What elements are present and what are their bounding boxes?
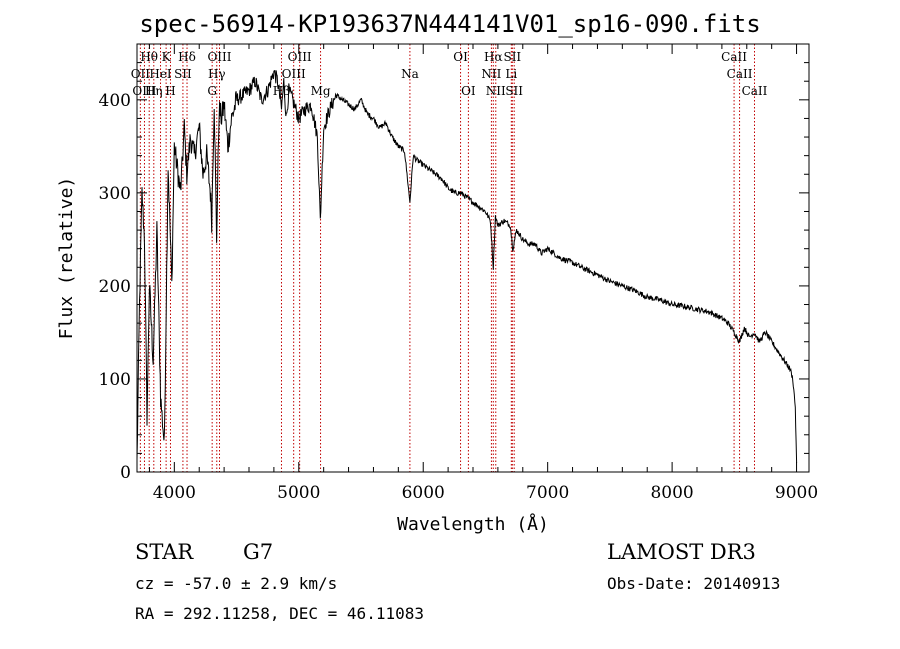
x-tick-label: 4000 bbox=[153, 483, 196, 503]
x-tick-label: 9000 bbox=[775, 483, 818, 503]
line-label: SII bbox=[505, 84, 523, 98]
line-label: SII bbox=[174, 67, 192, 81]
line-label: Hα bbox=[484, 50, 503, 64]
x-tick-label: 5000 bbox=[277, 483, 320, 503]
line-label: Hγ bbox=[208, 67, 226, 81]
line-label: Hη bbox=[145, 84, 163, 98]
line-label: OIII bbox=[288, 50, 312, 64]
line-label: NII bbox=[486, 84, 506, 98]
x-tick-label: 6000 bbox=[402, 483, 445, 503]
y-axis-label: Flux (relative) bbox=[56, 177, 77, 340]
y-tick-label: 400 bbox=[99, 91, 131, 111]
chart-title: spec-56914-KP193637N444141V01_sp16-090.f… bbox=[139, 10, 761, 38]
line-label: OII bbox=[131, 67, 151, 81]
y-tick-label: 300 bbox=[99, 184, 131, 204]
x-axis-label: Wavelength (Å) bbox=[397, 513, 549, 535]
line-label: SII bbox=[503, 50, 521, 64]
line-label: Mg bbox=[311, 84, 331, 98]
survey-name: LAMOST DR3 bbox=[607, 540, 756, 564]
line-label: OIII bbox=[132, 84, 156, 98]
line-label: OI bbox=[453, 50, 468, 64]
velocity-readout: cz = -57.0 ± 2.9 km/s bbox=[135, 574, 338, 593]
line-label: OI bbox=[461, 84, 476, 98]
line-label: NII bbox=[481, 67, 501, 81]
y-tick-label: 0 bbox=[120, 463, 131, 483]
line-marker-layer bbox=[139, 44, 755, 472]
axis-ticks: 4000 5000 6000 7000 8000 9000 0 100 200 300 400 bbox=[99, 44, 818, 503]
object-class: STAR bbox=[135, 540, 194, 564]
line-label: G bbox=[207, 84, 217, 98]
line-label: OIII bbox=[207, 50, 231, 64]
line-label: Na bbox=[401, 67, 419, 81]
flux-series-line bbox=[136, 70, 798, 463]
line-label: CaII bbox=[721, 50, 747, 64]
plot-frame bbox=[136, 43, 810, 473]
y-tick-label: 200 bbox=[99, 277, 131, 297]
spectral-subclass: G7 bbox=[243, 540, 274, 564]
line-label: OIII bbox=[282, 67, 306, 81]
line-label: Hθ bbox=[140, 50, 158, 64]
coordinates: RA = 292.11258, DEC = 46.11083 bbox=[135, 604, 424, 623]
line-label: H bbox=[165, 84, 175, 98]
line-label: HeI bbox=[149, 67, 172, 81]
x-tick-label: 8000 bbox=[650, 483, 693, 503]
line-label: Hδ bbox=[178, 50, 196, 64]
line-label: CaII bbox=[742, 84, 768, 98]
line-label: Li bbox=[505, 67, 517, 81]
obs-date: Obs-Date: 20140913 bbox=[607, 574, 781, 593]
line-label: K bbox=[162, 50, 172, 64]
y-tick-label: 100 bbox=[99, 370, 131, 390]
x-tick-label: 7000 bbox=[526, 483, 569, 503]
line-label: CaII bbox=[727, 67, 753, 81]
line-label: Hβ bbox=[273, 84, 290, 98]
